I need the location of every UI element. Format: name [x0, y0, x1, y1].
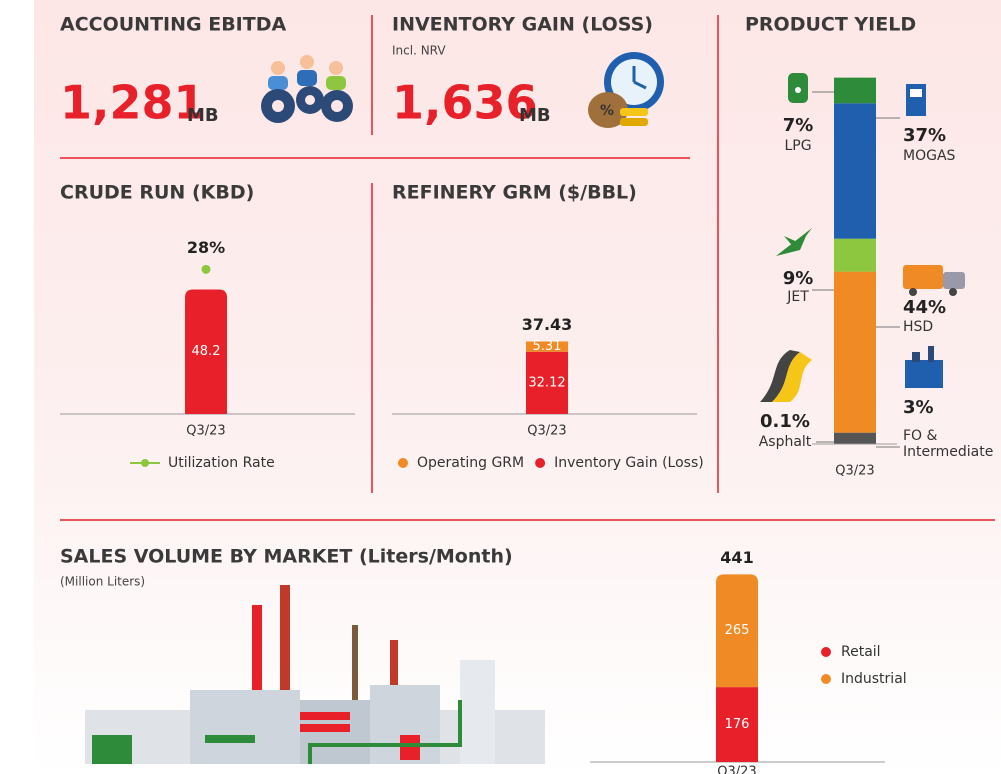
svg-text:%: % [600, 103, 614, 119]
factory-illustration [85, 585, 545, 764]
bar-segment [834, 78, 876, 104]
legend-label: Industrial [841, 671, 907, 687]
yield-name: MOGAS [903, 148, 956, 164]
total-label: 37.43 [522, 315, 573, 334]
bar-segment [834, 103, 876, 238]
kpi-value: 1,636 [392, 76, 538, 130]
kpi-title: INVENTORY GAIN (LOSS) [392, 14, 653, 36]
chart-title: CRUDE RUN (KBD) [60, 182, 254, 204]
bar-value-label: 5.31 [533, 339, 562, 354]
chart-title: SALES VOLUME BY MARKET (Liters/Month) [60, 546, 513, 568]
infographic: {"kpis": [ {"title": "ACCOUNTING EBITDA"… [0, 0, 1001, 774]
bar-value-label: 48.2 [192, 344, 221, 359]
yield-percent: 37% [903, 125, 946, 146]
kpi-unit: MB [519, 105, 551, 126]
x-tick-label: Q3/23 [527, 424, 566, 439]
yield-percent: 44% [903, 297, 946, 318]
bar-value-label: 176 [725, 717, 750, 732]
legend-marker [821, 674, 831, 684]
legend-marker [821, 647, 831, 657]
legend-marker [398, 458, 408, 468]
legend-label: Operating GRM [417, 455, 524, 471]
chart-subtitle: (Million Liters) [60, 575, 145, 589]
legend-label: Utilization Rate [168, 455, 275, 471]
chart-title: REFINERY GRM ($/BBL) [392, 182, 637, 204]
kpi-subtitle: Incl. NRV [392, 44, 446, 58]
legend-marker [141, 459, 149, 467]
left-strip [0, 0, 34, 774]
fo-label: FO & Intermediate [903, 428, 1001, 460]
kpi-value: 1,281 [60, 76, 206, 130]
bar-segment [834, 433, 876, 444]
kpi-title: ACCOUNTING EBITDA [60, 14, 286, 36]
bar-value-label: 265 [725, 623, 750, 638]
clock-money-icon: % [588, 52, 664, 128]
kpi-unit: MB [187, 105, 219, 126]
bar-segment [834, 272, 876, 433]
legend-label: Retail [841, 644, 881, 660]
bar-segment [834, 239, 876, 272]
bar-value-label: 32.12 [528, 375, 565, 390]
yield-name: LPG [784, 138, 811, 154]
yield-percent: 3% [903, 397, 934, 418]
x-tick-label: Q3/23 [835, 464, 874, 479]
yield-percent: 0.1% [760, 411, 810, 432]
x-tick-label: Q3/23 [717, 765, 756, 774]
total-label: 441 [720, 548, 753, 567]
line-point [202, 265, 211, 274]
yield-percent: 9% [783, 268, 814, 289]
x-tick-label: Q3/23 [186, 424, 225, 439]
yield-percent: 7% [783, 115, 814, 136]
canvas: ACCOUNTING EBITDA 1,281 MB INVENTORY GAI… [0, 0, 1001, 774]
legend-marker [535, 458, 545, 468]
yield-name: Asphalt [759, 434, 812, 450]
people-gears-icon [261, 55, 353, 123]
yield-name: JET [786, 289, 809, 305]
chart-title: PRODUCT YIELD [745, 14, 916, 36]
legend-label: Inventory Gain (Loss) [554, 455, 704, 471]
point-label: 28% [187, 238, 225, 257]
yield-name: HSD [903, 319, 933, 335]
